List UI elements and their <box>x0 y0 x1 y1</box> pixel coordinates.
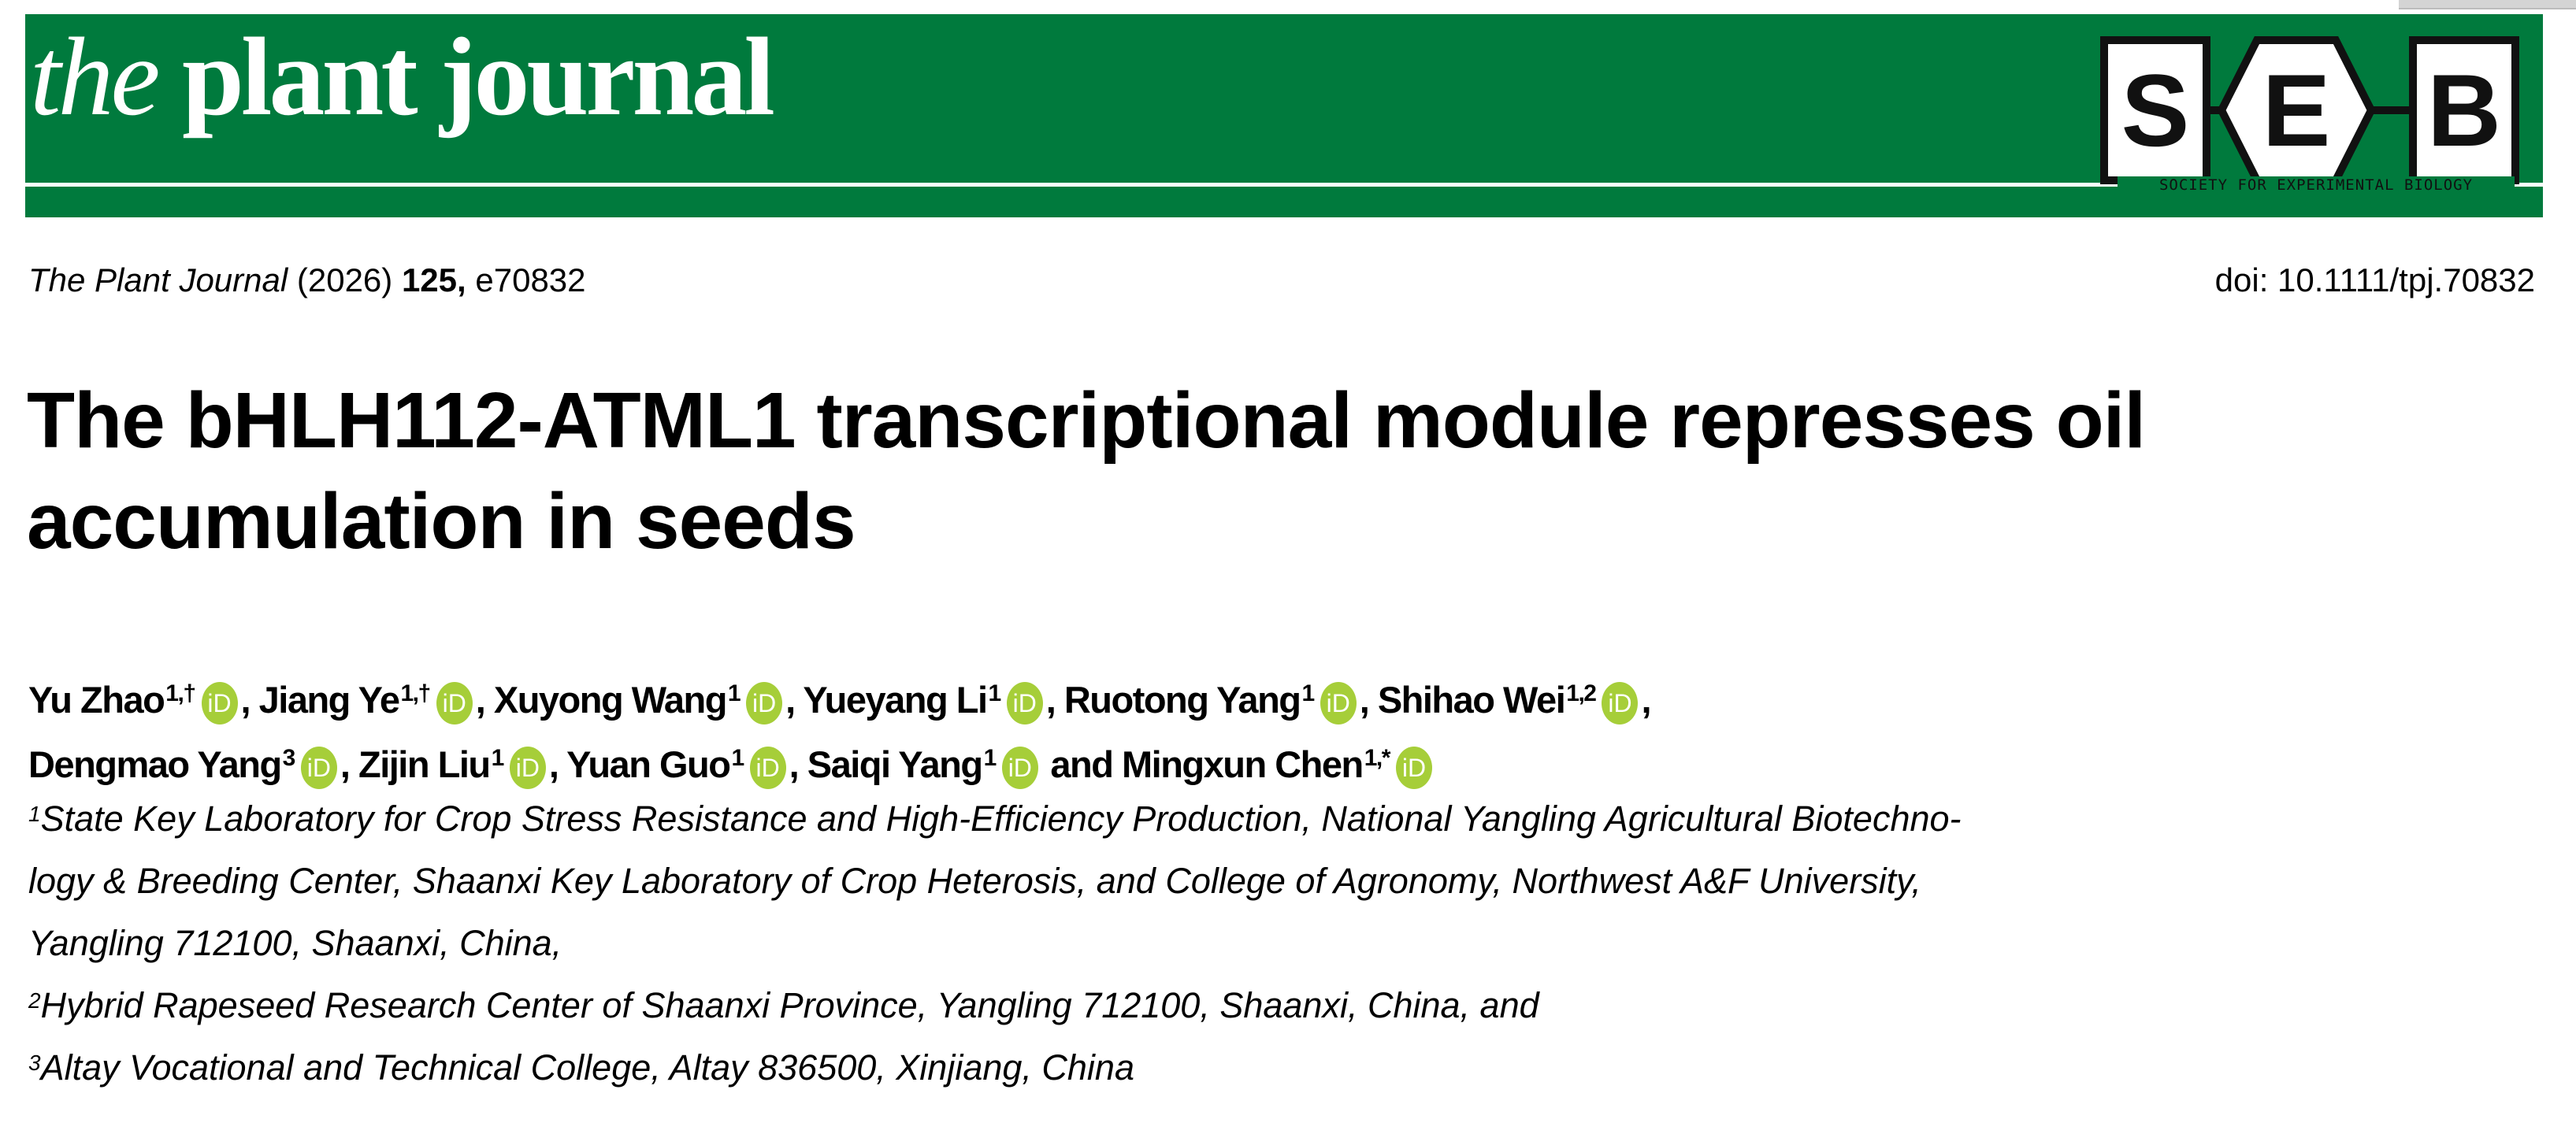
orcid-icon[interactable]: iD <box>509 746 546 789</box>
seb-letter-s: S <box>2121 53 2190 168</box>
citation-line: The Plant Journal (2026) 125, e70832 <box>28 261 586 298</box>
author-line: Yu Zhao1,† iD, Jiang Ye1,† iD, Xuyong Wang… <box>28 668 1651 732</box>
author: Mingxun Chen1,* <box>1121 743 1390 785</box>
orcid-icon[interactable]: iD <box>1602 681 1639 724</box>
seb-letter-b: B <box>2427 53 2501 168</box>
affiliation-line: 1State Key Laboratory for Crop Stress Re… <box>28 799 1962 839</box>
banner-divider <box>25 183 2543 187</box>
author: Jiang Ye1,† <box>258 679 432 721</box>
affiliation-line: logy & Breeding Center, Shaanxi Key Labo… <box>28 861 1921 901</box>
author: Saiqi Yang1 <box>807 743 997 785</box>
seb-logo: S E B <box>2100 36 2519 184</box>
author: Shihao Wei1,2 <box>1377 679 1597 721</box>
orcid-icon[interactable]: iD <box>300 746 337 789</box>
author: Yu Zhao1,† <box>28 679 196 721</box>
journal-logo: the plant journal <box>30 14 775 139</box>
orcid-icon[interactable]: iD <box>1320 681 1357 724</box>
orcid-icon[interactable]: iD <box>749 746 786 789</box>
scrollbar[interactable] <box>2399 0 2576 9</box>
article-title: The bHLH112-ATML1 transcriptional module… <box>27 376 2146 565</box>
orcid-icon[interactable]: iD <box>746 681 783 724</box>
orcid-icon[interactable]: iD <box>436 681 473 724</box>
affiliation-line: Yangling 712100, Shaanxi, China, <box>28 923 562 963</box>
author: Yueyang Li1 <box>803 679 1001 721</box>
orcid-icon[interactable]: iD <box>1001 746 1038 789</box>
society-name: SOCIETY FOR EXPERIMENTAL BIOLOGY <box>2118 176 2515 194</box>
orcid-icon[interactable]: iD <box>201 681 238 724</box>
seb-letter-e: E <box>2262 53 2331 168</box>
author-list: Yu Zhao1,† iD, Jiang Ye1,† iD, Xuyong Wang… <box>28 668 1651 797</box>
orcid-icon[interactable]: iD <box>1006 681 1043 724</box>
affiliation-line: 3Altay Vocational and Technical College,… <box>28 1047 1134 1088</box>
affiliations: 1State Key Laboratory for Crop Stress Re… <box>28 788 1962 1099</box>
doi[interactable]: doi: 10.1111/tpj.70832 <box>2214 261 2535 298</box>
author: Xuyong Wang1 <box>493 679 741 721</box>
orcid-icon[interactable]: iD <box>1395 746 1432 789</box>
author: Yuan Guo1 <box>566 743 744 785</box>
author-line: Dengmao Yang3 iD, Zijin Liu1 iD, Yuan Guo1… <box>28 732 1650 797</box>
affiliation-line: 2Hybrid Rapeseed Research Center of Shaa… <box>28 985 1539 1025</box>
author: Dengmao Yang3 <box>28 743 295 785</box>
author: Ruotong Yang1 <box>1063 679 1315 721</box>
author: Zijin Liu1 <box>358 743 504 785</box>
